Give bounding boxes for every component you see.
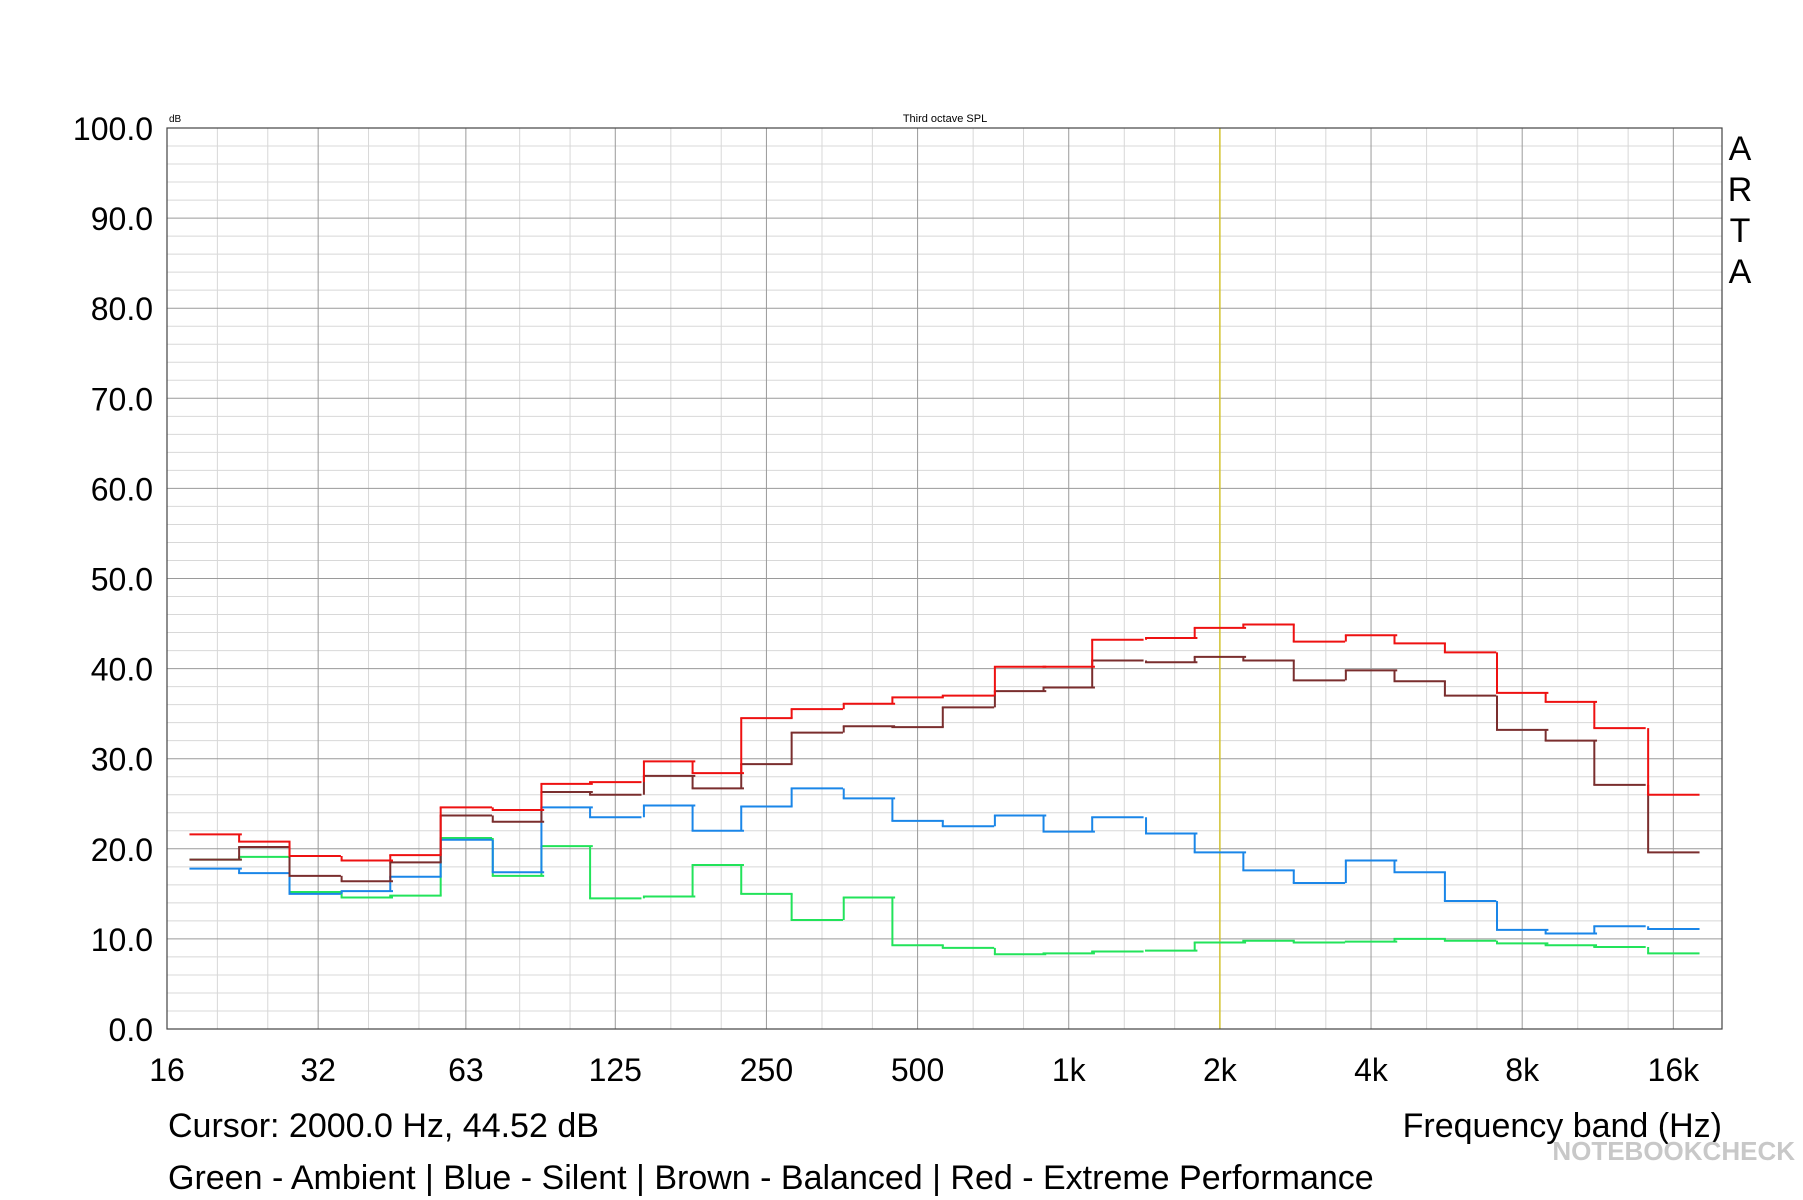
series [189,623,1700,862]
legend-note: Green - Ambient | Blue - Silent | Brown … [168,1159,1374,1197]
x-tick-label: 63 [448,1052,484,1088]
y-tick-label: 50.0 [91,562,153,598]
x-tick-label: 4k [1354,1052,1389,1088]
x-tick-label: 32 [300,1052,336,1088]
watermark: NOTEBOOKCHECK [1552,1136,1795,1166]
x-tick-label: 8k [1505,1052,1540,1088]
y-unit: dB [169,114,182,125]
series [189,787,1700,935]
y-tick-label: 10.0 [91,922,153,958]
y-tick-label: 60.0 [91,471,153,507]
x-tick-label: 1k [1052,1052,1087,1088]
y-tick-label: 30.0 [91,742,153,778]
plot-frame [166,127,1723,1030]
x-tick-label: 16k [1648,1052,1701,1088]
series [189,836,1700,956]
chart-title: Third octave SPL [903,113,987,125]
y-tick-label: 80.0 [91,291,153,327]
y-tick-label: 40.0 [91,652,153,688]
x-tick-label: 500 [891,1052,944,1088]
y-tick-label: 100.0 [73,111,153,147]
x-tick-label: 2k [1203,1052,1238,1088]
series [189,655,1700,883]
x-tick-label: 125 [589,1052,642,1088]
x-axis-label: Frequency band (Hz) [1403,1107,1722,1145]
y-tick-label: 70.0 [91,381,153,417]
y-tick-label: 0.0 [109,1012,153,1048]
x-tick-label: 250 [740,1052,793,1088]
grid [166,127,1722,1030]
y-tick-label: 20.0 [91,832,153,868]
cursor-readout: Cursor: 2000.0 Hz, 44.52 dB [168,1107,599,1145]
x-tick-label: 16 [149,1052,185,1088]
y-tick-label: 90.0 [91,201,153,237]
